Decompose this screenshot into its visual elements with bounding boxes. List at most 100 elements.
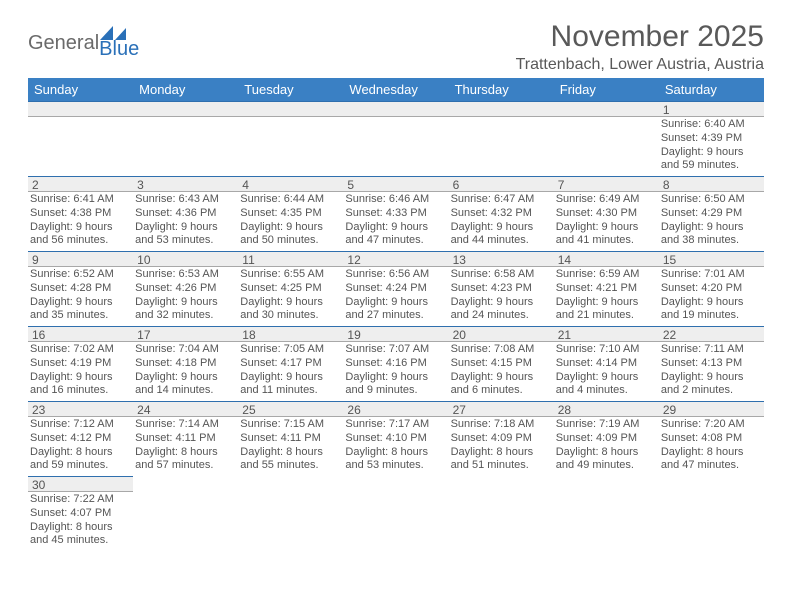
day-number: 11	[238, 251, 343, 267]
day-details: Sunrise: 7:14 AMSunset: 4:11 PMDaylight:…	[133, 417, 238, 476]
day-details	[659, 492, 764, 548]
day-details: Sunrise: 6:50 AMSunset: 4:29 PMDaylight:…	[659, 192, 764, 251]
calendar-cell	[449, 101, 554, 176]
detail-line: Daylight: 9 hours	[30, 296, 131, 310]
weekday-row: Sunday Monday Tuesday Wednesday Thursday…	[28, 78, 764, 101]
detail-line: Sunset: 4:10 PM	[345, 432, 446, 446]
calendar-cell: 5Sunrise: 6:46 AMSunset: 4:33 PMDaylight…	[343, 176, 448, 251]
calendar-cell: 16Sunrise: 7:02 AMSunset: 4:19 PMDayligh…	[28, 326, 133, 401]
day-number: 28	[554, 401, 659, 417]
day-details: Sunrise: 6:46 AMSunset: 4:33 PMDaylight:…	[343, 192, 448, 251]
weekday-heading: Thursday	[449, 78, 554, 101]
day-number: 25	[238, 401, 343, 417]
detail-line: Daylight: 8 hours	[30, 521, 131, 535]
detail-line: and 35 minutes.	[30, 309, 131, 323]
calendar-cell	[133, 476, 238, 551]
calendar-cell: 20Sunrise: 7:08 AMSunset: 4:15 PMDayligh…	[449, 326, 554, 401]
detail-line: Sunset: 4:08 PM	[661, 432, 762, 446]
detail-line: and 32 minutes.	[135, 309, 236, 323]
calendar-cell: 29Sunrise: 7:20 AMSunset: 4:08 PMDayligh…	[659, 401, 764, 476]
day-details: Sunrise: 7:05 AMSunset: 4:17 PMDaylight:…	[238, 342, 343, 401]
detail-line: and 14 minutes.	[135, 384, 236, 398]
day-details	[554, 492, 659, 548]
detail-line: Sunrise: 6:40 AM	[661, 118, 762, 132]
day-details: Sunrise: 7:01 AMSunset: 4:20 PMDaylight:…	[659, 267, 764, 326]
day-number	[238, 101, 343, 117]
day-number: 2	[28, 176, 133, 192]
detail-line: and 16 minutes.	[30, 384, 131, 398]
calendar-cell	[28, 101, 133, 176]
detail-line: Sunset: 4:39 PM	[661, 132, 762, 146]
day-details	[343, 492, 448, 548]
detail-line: Sunset: 4:26 PM	[135, 282, 236, 296]
calendar-cell	[238, 101, 343, 176]
detail-line: Sunrise: 7:12 AM	[30, 418, 131, 432]
day-details	[238, 117, 343, 173]
weekday-heading: Friday	[554, 78, 659, 101]
calendar-cell: 23Sunrise: 7:12 AMSunset: 4:12 PMDayligh…	[28, 401, 133, 476]
detail-line: Sunrise: 7:22 AM	[30, 493, 131, 507]
weekday-heading: Monday	[133, 78, 238, 101]
weekday-heading: Wednesday	[343, 78, 448, 101]
day-number: 29	[659, 401, 764, 417]
day-details: Sunrise: 6:52 AMSunset: 4:28 PMDaylight:…	[28, 267, 133, 326]
day-number: 15	[659, 251, 764, 267]
detail-line: Sunset: 4:23 PM	[451, 282, 552, 296]
calendar-cell	[343, 476, 448, 551]
day-details: Sunrise: 6:44 AMSunset: 4:35 PMDaylight:…	[238, 192, 343, 251]
day-number: 27	[449, 401, 554, 417]
detail-line: and 9 minutes.	[345, 384, 446, 398]
day-details: Sunrise: 7:17 AMSunset: 4:10 PMDaylight:…	[343, 417, 448, 476]
day-details: Sunrise: 6:53 AMSunset: 4:26 PMDaylight:…	[133, 267, 238, 326]
day-number: 14	[554, 251, 659, 267]
detail-line: Sunset: 4:15 PM	[451, 357, 552, 371]
calendar-row: 16Sunrise: 7:02 AMSunset: 4:19 PMDayligh…	[28, 326, 764, 401]
location: Trattenbach, Lower Austria, Austria	[516, 56, 764, 74]
detail-line: and 57 minutes.	[135, 459, 236, 473]
detail-line: and 38 minutes.	[661, 234, 762, 248]
title-block: November 2025 Trattenbach, Lower Austria…	[516, 20, 764, 74]
weekday-heading: Tuesday	[238, 78, 343, 101]
detail-line: Daylight: 9 hours	[135, 296, 236, 310]
detail-line: Sunset: 4:29 PM	[661, 207, 762, 221]
calendar-cell: 17Sunrise: 7:04 AMSunset: 4:18 PMDayligh…	[133, 326, 238, 401]
day-details: Sunrise: 7:12 AMSunset: 4:12 PMDaylight:…	[28, 417, 133, 476]
day-details	[449, 117, 554, 173]
detail-line: Daylight: 9 hours	[345, 296, 446, 310]
detail-line: Sunrise: 7:14 AM	[135, 418, 236, 432]
detail-line: Sunrise: 7:04 AM	[135, 343, 236, 357]
day-number: 16	[28, 326, 133, 342]
detail-line: Sunrise: 7:01 AM	[661, 268, 762, 282]
day-details: Sunrise: 6:56 AMSunset: 4:24 PMDaylight:…	[343, 267, 448, 326]
day-details: Sunrise: 7:18 AMSunset: 4:09 PMDaylight:…	[449, 417, 554, 476]
calendar-cell: 7Sunrise: 6:49 AMSunset: 4:30 PMDaylight…	[554, 176, 659, 251]
calendar-cell: 22Sunrise: 7:11 AMSunset: 4:13 PMDayligh…	[659, 326, 764, 401]
day-number: 10	[133, 251, 238, 267]
detail-line: Sunset: 4:19 PM	[30, 357, 131, 371]
detail-line: Sunrise: 7:15 AM	[240, 418, 341, 432]
day-details: Sunrise: 7:08 AMSunset: 4:15 PMDaylight:…	[449, 342, 554, 401]
day-details	[28, 117, 133, 173]
detail-line: Sunrise: 7:05 AM	[240, 343, 341, 357]
detail-line: Daylight: 9 hours	[451, 221, 552, 235]
detail-line: and 21 minutes.	[556, 309, 657, 323]
detail-line: Sunset: 4:09 PM	[451, 432, 552, 446]
calendar-cell: 1Sunrise: 6:40 AMSunset: 4:39 PMDaylight…	[659, 101, 764, 176]
day-details	[343, 117, 448, 173]
calendar-row: 2Sunrise: 6:41 AMSunset: 4:38 PMDaylight…	[28, 176, 764, 251]
calendar-table: Sunday Monday Tuesday Wednesday Thursday…	[28, 78, 764, 551]
day-details: Sunrise: 7:11 AMSunset: 4:13 PMDaylight:…	[659, 342, 764, 401]
day-details: Sunrise: 7:10 AMSunset: 4:14 PMDaylight:…	[554, 342, 659, 401]
detail-line: and 45 minutes.	[30, 534, 131, 548]
detail-line: Sunrise: 6:43 AM	[135, 193, 236, 207]
detail-line: Sunset: 4:09 PM	[556, 432, 657, 446]
detail-line: Sunrise: 7:10 AM	[556, 343, 657, 357]
calendar-cell: 27Sunrise: 7:18 AMSunset: 4:09 PMDayligh…	[449, 401, 554, 476]
detail-line: and 4 minutes.	[556, 384, 657, 398]
detail-line: Daylight: 8 hours	[345, 446, 446, 460]
day-number: 24	[133, 401, 238, 417]
day-details	[133, 492, 238, 548]
detail-line: Sunrise: 7:02 AM	[30, 343, 131, 357]
detail-line: Daylight: 9 hours	[30, 221, 131, 235]
day-number: 30	[28, 476, 133, 492]
